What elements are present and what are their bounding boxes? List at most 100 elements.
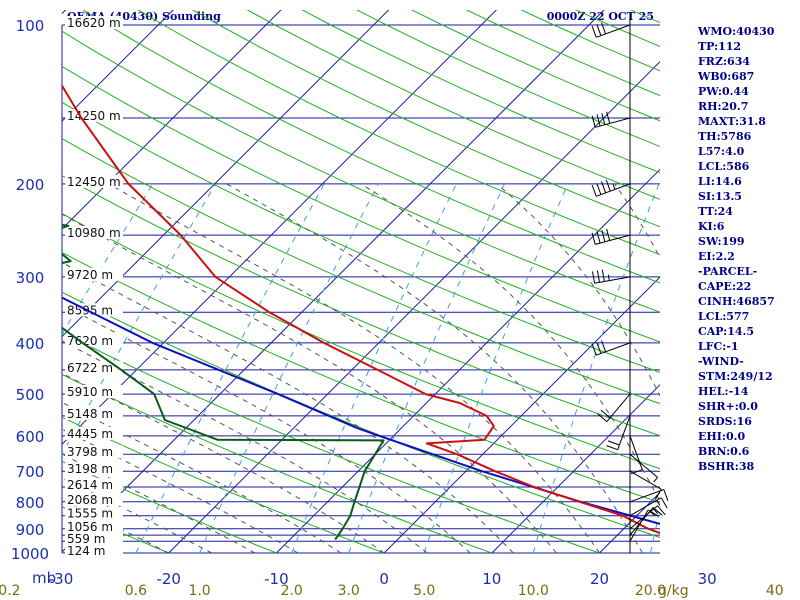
temperature-tick: -30 xyxy=(49,570,74,588)
moist-adiabat-20 xyxy=(108,183,600,554)
height-label: 8595 m xyxy=(67,303,113,317)
wind-barb-shaft xyxy=(596,183,631,197)
wind-barb-shaft xyxy=(596,24,631,38)
index-entry: STM:249/12 xyxy=(698,370,773,383)
height-label-bg xyxy=(65,492,123,506)
height-label: 124 m xyxy=(67,544,105,558)
dry-adiabat-40 xyxy=(62,251,660,504)
index-entry: SRDS:16 xyxy=(698,415,752,428)
height-label-bg xyxy=(65,333,123,347)
wind-barb-flag xyxy=(596,114,601,127)
index-entry: BRN:0.6 xyxy=(698,445,750,458)
mixing-ratio-label: 3.0 xyxy=(338,583,360,599)
wind-barb-flag xyxy=(652,507,663,516)
wind-barb-flag xyxy=(596,342,602,354)
stability-indices: WMO:40430 TP:112 FRZ:634 WB0:687 PW:0.44 RH:2… xyxy=(697,25,775,473)
index-entry: SI:13.5 xyxy=(698,190,742,203)
height-label: 2614 m xyxy=(67,478,113,492)
wind-barb-flag xyxy=(600,409,611,419)
wind-barb-flag xyxy=(597,413,608,422)
wind-barb-flag xyxy=(606,445,618,451)
index-entry: HEL:-14 xyxy=(698,385,749,398)
temperature-tick: -10 xyxy=(264,570,289,588)
wind-barb-flag xyxy=(653,508,658,514)
height-label: 559 m xyxy=(67,532,105,546)
height-label-bg xyxy=(65,109,123,122)
mixing-ratio-label: 0.6 xyxy=(125,583,147,599)
height-label: 5910 m xyxy=(67,385,113,399)
isotherm-10 xyxy=(491,384,660,554)
mixing-ratio-label: 2.0 xyxy=(281,583,303,599)
wind-barb-flag xyxy=(653,477,658,483)
wind-barb-flag xyxy=(601,230,606,242)
wind-barb-shaft xyxy=(595,234,631,245)
mixing-ratio-label: 40 xyxy=(766,583,784,599)
wind-barb-shaft xyxy=(629,470,662,490)
wind-barb-flag xyxy=(601,340,607,352)
mixing-ratio-line-0.1 xyxy=(62,183,154,335)
wind-barb-shaft xyxy=(594,276,631,284)
mixing-ratio-label: 10.0 xyxy=(518,583,549,599)
height-label-bg xyxy=(65,532,123,546)
index-entry: EHI:0.0 xyxy=(698,430,745,443)
wind-barb-shaft xyxy=(629,435,643,470)
wind-barb-flag xyxy=(657,505,666,516)
pressure-tick-labels: 100 200 300 400 500 600 700 800 900 1000 xyxy=(11,17,49,563)
index-entry: FRZ:634 xyxy=(698,55,750,68)
wind-barb xyxy=(629,435,643,475)
height-label: 10980 m xyxy=(67,226,121,240)
dry-adiabat-110 xyxy=(82,10,660,284)
height-labels: 16620 m 14250 m 12450 m 10980 m 9720 m 8595 m… xyxy=(65,16,123,558)
pressure-tick: 900 xyxy=(16,521,45,539)
pressure-tick: 800 xyxy=(16,494,45,512)
height-label: 1555 m xyxy=(67,507,113,521)
height-label-bg xyxy=(65,16,123,29)
wind-barb xyxy=(591,22,631,38)
index-entry: WMO:40430 xyxy=(697,25,775,38)
isotherms xyxy=(62,10,660,554)
dry-adiabat-20 xyxy=(62,332,600,554)
temperature-tick: 30 xyxy=(698,570,717,588)
dewpoint-trace xyxy=(62,223,385,541)
pressure-tick: 400 xyxy=(16,335,45,353)
moist-adiabat--8 xyxy=(62,428,299,554)
dry-adiabat-30 xyxy=(62,291,660,538)
height-label-bg xyxy=(65,406,123,420)
wind-barb-shaft xyxy=(629,489,664,503)
mixing-ratio-unit-label: g/kg xyxy=(658,583,689,599)
pressure-unit-label: mb xyxy=(32,569,56,587)
moist-adiabat--4 xyxy=(62,401,342,554)
profiles xyxy=(62,83,660,541)
wind-barb xyxy=(629,453,658,483)
pressure-tick: 1000 xyxy=(11,545,49,563)
height-label: 5148 m xyxy=(67,407,113,421)
height-label: 3198 m xyxy=(67,462,113,476)
moist-adiabat-8 xyxy=(62,303,471,554)
temperature-tick: 0 xyxy=(379,570,389,588)
height-label: 1056 m xyxy=(67,520,113,534)
height-label: 3798 m xyxy=(67,445,113,459)
dry-adiabat-90 xyxy=(62,65,660,343)
temperature-tick: 10 xyxy=(482,570,501,588)
height-label-bg xyxy=(65,385,123,399)
mixing-ratio-line-3 xyxy=(348,183,505,554)
wind-barb-flag xyxy=(591,115,596,128)
wind-barb-flag xyxy=(656,499,661,506)
height-label: 6722 m xyxy=(67,361,113,375)
index-entry: RH:20.7 xyxy=(698,100,748,113)
index-entry: TT:24 xyxy=(698,205,733,218)
height-label-bg xyxy=(65,462,123,476)
index-entry: KI:6 xyxy=(698,220,725,233)
index-entry: CINH:46857 xyxy=(698,295,775,308)
index-entry: TP:112 xyxy=(698,40,741,53)
moist-adiabat--16 xyxy=(62,477,213,554)
index-entry: LCL:586 xyxy=(698,160,750,173)
dry-adiabat-70 xyxy=(62,138,660,405)
dry-adiabat-80 xyxy=(62,101,660,373)
isobars xyxy=(61,24,660,554)
wind-barb-flag xyxy=(612,183,616,190)
wind-barb-flag xyxy=(601,181,607,193)
temperature-trace xyxy=(62,83,660,535)
wind-barb-flag xyxy=(591,25,597,38)
